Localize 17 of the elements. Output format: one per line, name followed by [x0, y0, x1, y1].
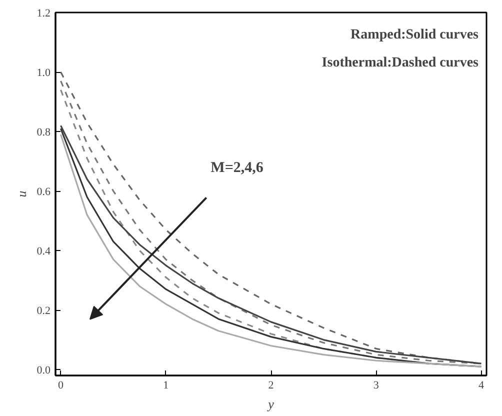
x-tick-label: 2: [268, 380, 274, 392]
y-tick-label: 1.0: [36, 67, 51, 80]
annotation: Isothermal:Dashed curves: [322, 56, 480, 70]
y-tick-label: 0.2: [36, 305, 50, 318]
y-tick-label: 0.0: [36, 364, 51, 377]
y-tick-label: 0.6: [36, 186, 51, 198]
x-tick-label: 1: [163, 380, 169, 392]
y-tick-label: 0.4: [36, 246, 51, 258]
x-tick-label: 4: [478, 380, 484, 392]
y-tick-label: 0.8: [36, 126, 51, 139]
y-axis-title: u: [14, 190, 29, 198]
annotation: M=2,4,6: [210, 160, 264, 176]
x-axis-title: y: [266, 396, 274, 412]
annotation: Ramped:Solid curves: [350, 28, 480, 42]
x-tick-label: 3: [373, 380, 380, 392]
x-tick-label: 0: [58, 380, 64, 392]
y-tick-label: 1.2: [36, 8, 50, 20]
